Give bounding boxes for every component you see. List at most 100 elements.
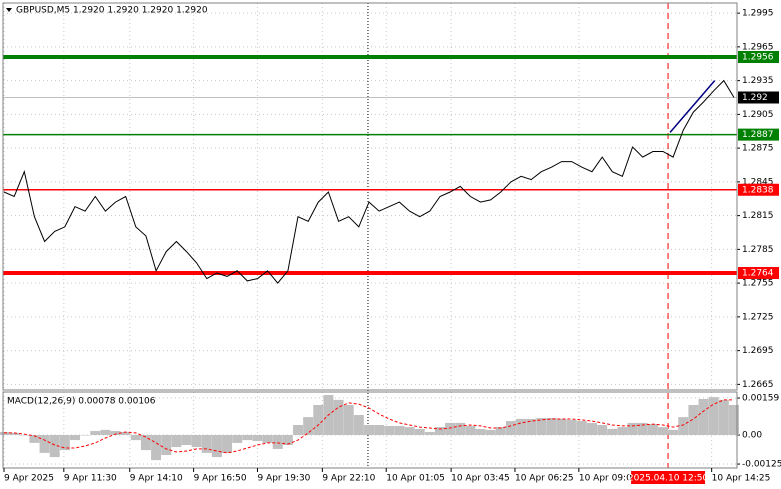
y-tick-label: -0.00125 <box>742 460 781 470</box>
histogram-bar <box>718 399 729 435</box>
current-price-label: 1.292 <box>742 93 768 103</box>
histogram-bar <box>678 417 689 435</box>
histogram-bar <box>313 405 324 435</box>
histogram-bar <box>272 434 283 449</box>
macd-frame <box>2 391 738 469</box>
x-tick-label: 10 Apr 01:05 <box>386 474 445 484</box>
histogram-bar <box>80 434 91 436</box>
histogram-bar <box>181 434 192 445</box>
histogram-bar <box>657 427 668 435</box>
histogram-bar <box>262 434 273 443</box>
level-label: 1.2887 <box>742 130 774 140</box>
y-tick-label: 1.2875 <box>742 144 774 154</box>
histogram-bar <box>201 434 212 453</box>
histogram-bar <box>607 428 618 435</box>
y-tick-label: 1.2725 <box>742 312 774 322</box>
histogram-bar <box>475 428 486 435</box>
histogram-bar <box>374 425 385 435</box>
histogram-bar <box>627 422 638 435</box>
histogram-bar <box>505 421 516 435</box>
histogram-bar <box>120 431 131 435</box>
level-label-box <box>738 267 779 279</box>
histogram-bar <box>688 405 699 435</box>
histogram-bar <box>485 429 496 435</box>
histogram-bar <box>29 434 40 443</box>
level-label: 1.2838 <box>742 185 774 195</box>
x-tick-label: 9 Apr 14:10 <box>130 474 183 484</box>
y-tick-label: 1.2815 <box>742 211 774 221</box>
signal-line <box>4 399 734 454</box>
y-tick-label: 1.2695 <box>742 346 774 356</box>
y-tick-label: 1.2905 <box>742 110 774 120</box>
histogram-bar <box>90 431 101 435</box>
histogram-bar <box>343 405 354 435</box>
histogram-bar <box>668 429 679 435</box>
histogram-bar <box>394 425 405 435</box>
macd-title: MACD(12,26,9) 0.00078 0.00106 <box>7 397 156 407</box>
histogram-bar <box>110 431 121 435</box>
histogram-bar <box>232 434 243 443</box>
histogram-bar <box>637 422 648 435</box>
x-tick-label: 10 Apr 03:45 <box>451 474 510 484</box>
plot-frame <box>2 2 738 391</box>
x-tick-label: 10 Apr 06:25 <box>515 474 574 484</box>
histogram-bar <box>495 427 506 435</box>
y-tick-label: 1.2755 <box>742 279 774 289</box>
chart-title: GBPUSD,M5 1.2920 1.2920 1.2920 1.2920 <box>16 6 208 16</box>
y-tick-label: 0.00 <box>742 430 762 440</box>
histogram-bar <box>445 422 456 435</box>
histogram-bar <box>130 434 141 441</box>
trend-line <box>669 80 716 133</box>
histogram-bar <box>211 434 222 458</box>
y-tick-label: 1.2665 <box>742 380 774 390</box>
histogram-bar <box>404 427 415 435</box>
histogram-bar <box>728 405 739 435</box>
histogram-bar <box>617 427 628 435</box>
histogram-bar <box>434 427 445 435</box>
marker-label-box <box>631 471 706 484</box>
histogram-bar <box>363 425 374 435</box>
x-tick-label: 9 Apr 22:10 <box>322 474 375 484</box>
histogram-bar <box>556 418 567 435</box>
level-label-box <box>738 51 779 63</box>
y-tick-label: 1.2965 <box>742 42 774 52</box>
histogram-bar <box>161 434 172 455</box>
histogram-bar <box>59 434 70 451</box>
histogram-bar <box>100 429 111 435</box>
x-tick-label: 9 Apr 11:30 <box>64 474 117 484</box>
histogram-bar <box>0 431 10 435</box>
histogram-bar <box>49 434 60 458</box>
histogram-bar <box>9 432 20 435</box>
histogram-bar <box>353 415 364 435</box>
histogram-bar <box>222 434 233 453</box>
y-tick-label: 1.2785 <box>742 245 774 255</box>
histogram-bar <box>303 417 314 435</box>
price-line <box>3 79 735 284</box>
title-arrow <box>6 8 12 12</box>
histogram-bar <box>424 431 435 435</box>
x-tick-label: 9 Apr 19:30 <box>257 474 310 484</box>
histogram-bar <box>465 425 476 435</box>
y-tick-label: 1.2845 <box>742 177 774 187</box>
histogram-bar <box>242 434 253 441</box>
histogram-bar <box>455 422 466 435</box>
histogram-bar <box>708 397 719 435</box>
level-label-box <box>738 128 779 141</box>
histogram-bar <box>516 418 527 435</box>
histogram-bar <box>140 434 151 451</box>
histogram-bar <box>698 398 709 435</box>
x-tick-label: 9 Apr 2025 <box>4 474 54 484</box>
y-tick-label: 1.2935 <box>742 76 774 86</box>
x-tick-label: 10 Apr 09:05 <box>579 474 638 484</box>
histogram-bar <box>171 434 182 448</box>
histogram-bar <box>191 434 202 448</box>
histogram-bar <box>414 428 425 435</box>
level-label: 1.2764 <box>742 269 774 279</box>
level-label: 1.2956 <box>742 53 774 63</box>
histogram-bar <box>384 425 395 435</box>
histogram-bar <box>39 434 50 453</box>
x-tick-label: 10 Apr 14:25 <box>712 474 771 484</box>
level-label-box <box>738 183 779 196</box>
histogram-bar <box>293 425 304 435</box>
